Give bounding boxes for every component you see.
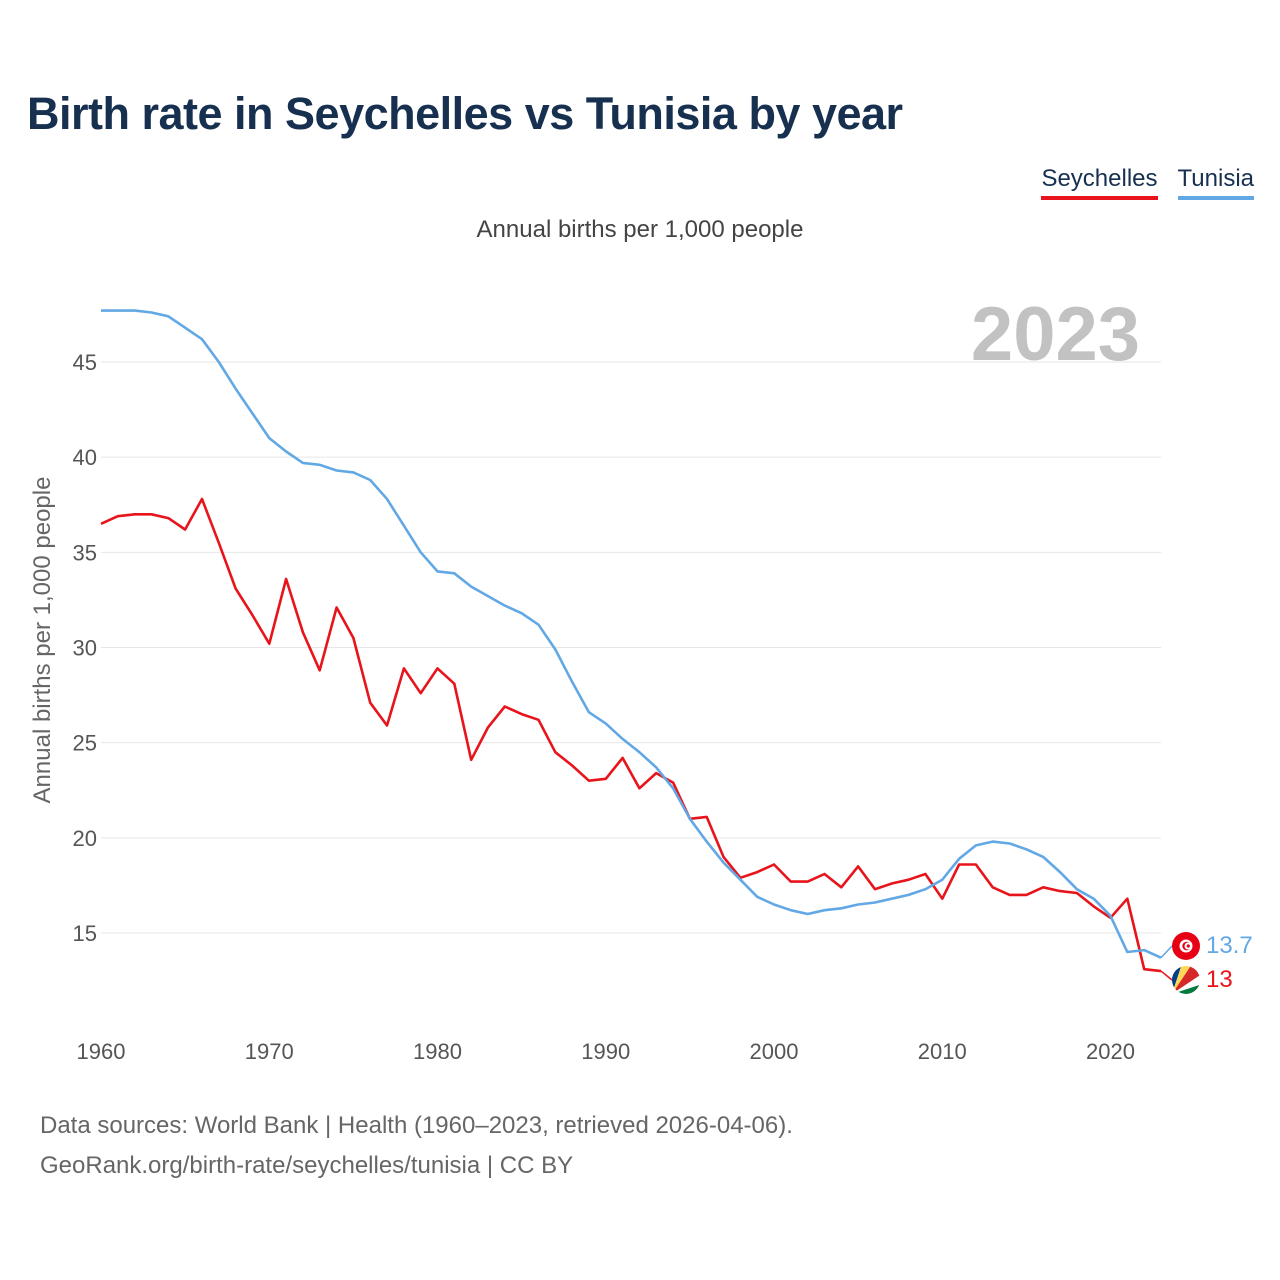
legend-item-tunisia[interactable]: Tunisia — [1177, 164, 1254, 200]
legend-item-seychelles[interactable]: Seychelles — [1041, 164, 1158, 200]
x-tick-label-2020: 2020 — [1086, 1039, 1135, 1064]
end-value-label-tunisia: 13.7 — [1206, 932, 1253, 959]
x-tick-label-2000: 2000 — [750, 1039, 799, 1064]
series-line-seychelles[interactable] — [100, 497, 1162, 973]
y-tick-label-40: 40 — [73, 445, 97, 470]
y-tick-label-15: 15 — [73, 921, 97, 946]
seychelles-flag-icon — [1172, 966, 1200, 994]
x-tick-label-2010: 2010 — [918, 1039, 967, 1064]
x-tick-label-1990: 1990 — [581, 1039, 630, 1064]
footer: Data sources: World Bank | Health (1960–… — [40, 1106, 793, 1186]
tunisia-flag-icon — [1172, 932, 1200, 960]
series-layer — [100, 309, 1162, 973]
seychelles-flag-ray-5 — [1172, 984, 1200, 994]
x-tick-label-1960: 1960 — [77, 1039, 126, 1064]
chart-title: Birth rate in Seychelles vs Tunisia by y… — [27, 88, 903, 139]
connector-tunisia — [1160, 945, 1173, 959]
tunisia-flag-star — [1186, 944, 1190, 948]
axis-layer: 15 20 25 30 35 40 45 1960 1970 1980 1990 2000 2010 20… — [73, 350, 1135, 1064]
seychelles-flag-ray-4 — [1172, 975, 1200, 994]
chart-subtitle: Annual births per 1,000 people — [476, 216, 804, 243]
legend: Seychelles Tunisia — [1041, 164, 1254, 200]
x-tick-label-1970: 1970 — [245, 1039, 294, 1064]
end-value-label-seychelles: 13 — [1206, 966, 1233, 993]
y-tick-label-45: 45 — [73, 350, 97, 375]
y-tick-label-30: 30 — [73, 636, 97, 661]
x-tick-label-1980: 1980 — [413, 1039, 462, 1064]
seychelles-flag-ray-3 — [1172, 966, 1200, 994]
connector-seychelles — [1160, 970, 1173, 981]
y-tick-label-25: 25 — [73, 731, 97, 756]
y-tick-label-20: 20 — [73, 826, 97, 851]
grid-layer — [101, 361, 1161, 934]
y-axis-title: Annual births per 1,000 people — [29, 477, 56, 804]
series-line-tunisia[interactable] — [101, 309, 1162, 959]
year-watermark: 2023 — [971, 292, 1140, 377]
marker-layer: 13 13.7 — [1160, 932, 1253, 994]
footer-sources: Data sources: World Bank | Health (1960–… — [40, 1112, 793, 1139]
footer-attribution: GeoRank.org/birth-rate/seychelles/tunisi… — [40, 1152, 574, 1179]
y-tick-label-35: 35 — [73, 540, 97, 565]
line-chart: 15 20 25 30 35 40 45 1960 1970 1980 1990 2000 2010 20… — [29, 292, 1253, 1064]
